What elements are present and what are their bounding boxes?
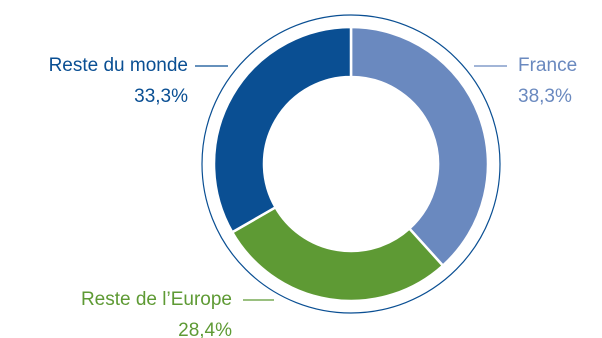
value-label-reste-de-leurope: 28,4% bbox=[178, 320, 232, 338]
label-france: France bbox=[518, 55, 577, 76]
slice-france bbox=[349, 25, 490, 268]
label-reste-du-monde: Reste du monde bbox=[49, 55, 188, 76]
outer-ring bbox=[201, 14, 501, 314]
value-label-france: 38,3% bbox=[518, 86, 572, 107]
labels-layer: France 38,3% Reste de l’Europe 28,4% Reste d… bbox=[49, 55, 578, 338]
outer-ring-layer bbox=[201, 14, 501, 314]
slice-reste-du-monde bbox=[212, 25, 353, 234]
slices-layer bbox=[212, 25, 490, 303]
slice-reste-de-leurope bbox=[230, 205, 445, 303]
value-label-reste-du-monde: 33,3% bbox=[134, 86, 188, 107]
label-reste-de-leurope: Reste de l’Europe bbox=[81, 289, 232, 310]
